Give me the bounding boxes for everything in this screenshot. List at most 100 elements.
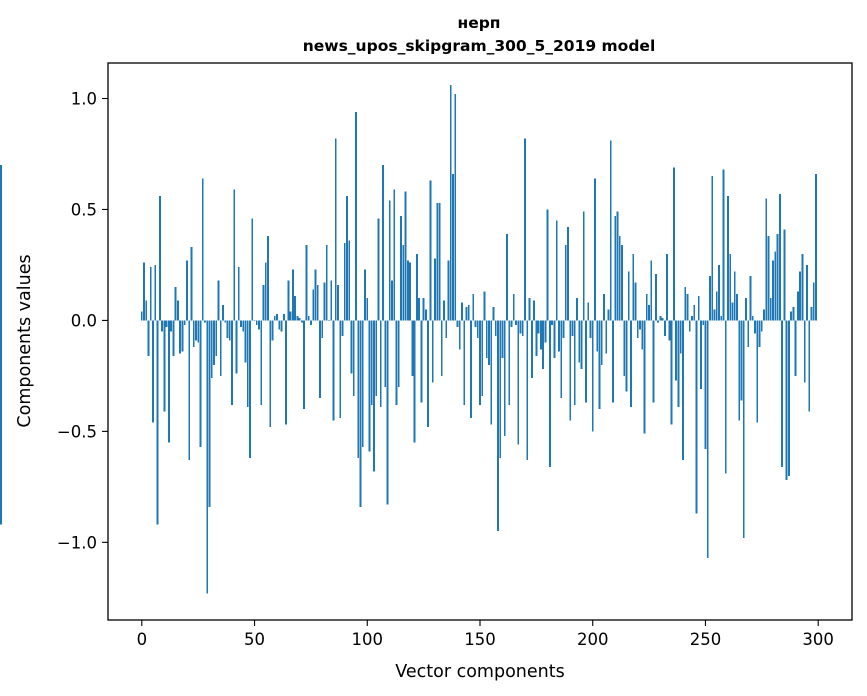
bar [806,264,808,321]
bar [339,320,342,419]
bar [796,291,799,321]
bar [569,320,572,421]
bar [643,320,646,434]
bar [145,300,148,321]
bar [366,298,369,321]
bar [713,309,716,321]
bar [156,320,159,525]
bar [0,320,2,410]
bar [645,293,648,321]
bar [461,302,463,321]
bar [172,320,175,356]
x-tick-label: 300 [802,630,834,649]
bar [754,320,756,334]
bar [269,320,272,427]
bar [528,298,531,321]
bar [810,307,813,321]
bar [316,284,319,321]
bar [686,293,689,321]
bar [411,320,414,376]
bar [246,320,249,407]
bar [776,233,779,321]
bar [763,309,765,321]
bar [291,269,294,321]
bar [174,287,177,321]
bar [787,320,790,476]
bar [379,320,382,407]
bar [199,320,202,447]
bar [555,220,558,321]
bar [337,284,339,321]
bar [443,300,445,321]
bar [296,315,299,321]
bar [161,320,164,332]
bar [154,264,157,321]
bar [422,298,425,321]
bar [420,320,423,403]
bar [636,320,639,339]
bar [213,320,215,365]
bar [684,287,687,321]
x-tick-label: 150 [464,630,496,649]
bar [273,315,276,321]
bar [287,280,290,321]
bar [546,209,549,321]
bar [803,320,806,383]
y-tick-label: 1.0 [71,90,97,109]
bar [711,176,714,321]
bar [192,320,195,348]
bar [388,200,391,321]
bar [210,320,213,379]
bar [488,320,490,365]
bar [445,320,448,339]
bar [778,193,781,321]
bar [709,276,711,321]
bar [794,320,797,376]
bar [312,289,315,321]
x-tick-label: 200 [577,630,609,649]
bar [413,320,416,443]
x-tick-label: 0 [137,630,148,649]
bar [485,320,488,359]
bar [397,320,400,387]
bar [630,320,632,407]
bar [307,315,310,321]
bar [553,320,556,359]
bar [585,320,587,403]
bar [679,320,682,354]
bar [186,260,188,321]
x-tick-label: 100 [352,630,384,649]
bar [176,300,179,321]
bar [517,320,520,445]
bar [801,253,804,321]
bar [573,320,576,405]
bar [494,320,497,336]
bar [544,320,547,343]
bar [740,320,743,401]
bar [769,298,772,321]
bar [781,320,784,467]
bar [580,320,583,370]
bar [558,320,560,352]
bar [201,178,204,321]
bar [467,304,470,321]
bar [470,320,472,419]
bar [524,138,526,321]
bar [341,320,344,336]
bar [582,211,585,321]
bar [479,320,481,405]
bar [424,309,427,321]
bar [587,302,590,321]
bar [720,315,723,321]
bar [663,320,666,336]
bar [298,318,301,321]
bar [510,320,513,328]
bar [147,320,150,356]
bar [600,320,603,365]
bar [567,227,569,321]
bar [280,320,283,332]
x-axis-ticks: 0 50 100 150 200 250 300 [137,620,834,649]
bar [783,229,786,321]
bar [190,247,193,321]
bar [512,293,515,321]
